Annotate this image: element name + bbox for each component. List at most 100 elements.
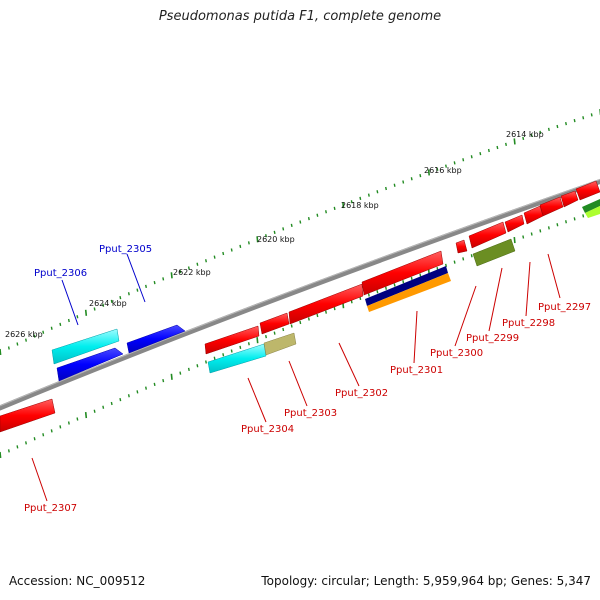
scale-tick-minor — [445, 164, 447, 168]
scale-tick-minor — [273, 230, 276, 235]
genome-backbone — [0, 178, 600, 411]
scale-tick-minor — [127, 394, 130, 398]
scale-tick-minor — [196, 262, 199, 266]
scale-tick-minor — [230, 349, 233, 353]
scale-tick-minor — [25, 338, 27, 342]
scale-tick-minor — [419, 173, 422, 178]
scale-tick-minor — [333, 206, 336, 211]
scale-tick-minor — [153, 382, 156, 387]
scale-tick-minor — [582, 214, 585, 218]
scale-tick-major — [256, 337, 259, 344]
gene-Pput_2305[interactable] — [126, 324, 186, 354]
gene-Pput_2306[interactable] — [51, 328, 124, 382]
scale-label-2620: 2620 kbp — [257, 235, 295, 244]
scale-tick-minor — [136, 390, 139, 394]
gene-label-Pput_2298[interactable]: Pput_2298 — [502, 318, 555, 329]
feature-red-block — [204, 180, 600, 355]
scale-tick-minor — [187, 367, 190, 372]
scale-tick-major — [170, 272, 173, 279]
scale-tick-minor — [42, 433, 45, 437]
scale-tick-minor — [462, 158, 465, 162]
scale-tick-minor — [556, 124, 559, 129]
gene-label-Pput_2307[interactable]: Pput_2307 — [24, 503, 77, 514]
scale-labels: 2626 kbp 2624 kbp 2622 kbp 2620 kbp 2618… — [5, 130, 544, 339]
scale-tick-minor — [162, 277, 165, 281]
scale-tick-minor — [530, 133, 533, 138]
scale-label-2616: 2616 kbp — [424, 166, 462, 175]
feature-inner-strand — [207, 199, 600, 374]
scale-tick-minor — [93, 307, 96, 311]
scale-label-2622: 2622 kbp — [173, 268, 211, 277]
scale-tick-minor — [290, 324, 293, 328]
scale-tick-minor — [402, 180, 405, 184]
scale-tick-minor — [325, 210, 327, 214]
scale-tick-minor — [547, 226, 550, 230]
gene-label-Pput_2302[interactable]: Pput_2302 — [335, 388, 388, 399]
scale-tick-minor — [522, 136, 525, 141]
gene-label-Pput_2297[interactable]: Pput_2297 — [538, 302, 591, 313]
gene-label-Pput_2303[interactable]: Pput_2303 — [284, 408, 337, 419]
scale-tick-minor — [102, 405, 105, 409]
scale-tick-minor — [522, 235, 525, 239]
gene-label-Pput_2304[interactable]: Pput_2304 — [241, 424, 294, 435]
scale-tick-minor — [145, 386, 147, 390]
scale-tick-minor — [299, 220, 302, 224]
gene-labels: Pput_2305 Pput_2306 Pput_2297 Pput_2298 … — [24, 244, 591, 514]
scale-tick-minor — [222, 251, 225, 256]
scale-tick-minor — [110, 401, 113, 406]
genome-stats-text: Topology: circular; Length: 5,959,964 bp… — [261, 574, 591, 588]
scale-tick-minor — [213, 356, 216, 360]
scale-tick-major — [0, 451, 2, 459]
scale-tick-minor — [273, 331, 276, 335]
scale-tick-minor — [179, 269, 182, 274]
scale-tick-minor — [436, 167, 439, 171]
genome-title: Pseudomonas putida F1, complete genome — [158, 9, 442, 24]
scale-tick-minor — [239, 244, 242, 249]
scale-tick-minor — [290, 223, 293, 228]
scale-tick-major — [342, 202, 345, 209]
scale-tick-minor — [7, 346, 10, 350]
scale-label-2618: 2618 kbp — [341, 201, 379, 210]
scale-tick-minor — [67, 421, 70, 425]
scale-tick-minor — [247, 342, 250, 346]
scale-tick-minor — [7, 449, 10, 453]
scale-tick-minor — [59, 425, 62, 429]
scale-tick-minor — [453, 161, 456, 165]
scale-tick-minor — [470, 155, 473, 159]
scale-tick-major — [0, 348, 2, 356]
scale-tick-minor — [162, 378, 165, 383]
scale-tick-minor — [205, 259, 207, 263]
scale-tick-minor — [33, 437, 36, 441]
scale-tick-minor — [385, 186, 387, 191]
gene-Pput_2307[interactable] — [0, 398, 56, 433]
scale-tick-major — [513, 138, 516, 145]
scale-tick-minor — [59, 322, 62, 327]
scale-tick-minor — [573, 118, 576, 123]
scale-tick-minor — [145, 284, 147, 289]
scale-tick-minor — [376, 190, 379, 194]
scale-tick-minor — [205, 360, 207, 364]
scale-tick-minor — [539, 130, 542, 135]
scale-tick-minor — [393, 183, 396, 187]
gene-label-Pput_2300[interactable]: Pput_2300 — [430, 348, 483, 359]
gene-label-Pput_2306[interactable]: Pput_2306 — [34, 268, 87, 279]
scale-tick-minor — [102, 303, 105, 307]
scale-tick-minor — [367, 293, 370, 297]
scale-tick-minor — [350, 200, 353, 204]
scale-tick-minor — [530, 232, 533, 236]
scale-tick-minor — [265, 234, 267, 238]
scale-tick-minor — [93, 409, 96, 413]
scale-tick-minor — [127, 292, 130, 296]
scale-tick-minor — [119, 295, 122, 300]
scale-tick-minor — [333, 306, 336, 311]
scale-tick-minor — [299, 320, 302, 325]
gene-label-Pput_2305[interactable]: Pput_2305 — [99, 244, 152, 255]
gene-label-Pput_2299[interactable]: Pput_2299 — [466, 333, 519, 344]
gene-label-Pput_2301[interactable]: Pput_2301 — [390, 365, 443, 376]
scale-tick-minor — [316, 213, 319, 217]
scale-tick-minor — [119, 397, 122, 402]
scale-tick-minor — [316, 313, 319, 318]
scale-tick-minor — [110, 299, 113, 304]
scale-tick-minor — [179, 371, 182, 375]
scale-tick-minor — [582, 116, 585, 120]
